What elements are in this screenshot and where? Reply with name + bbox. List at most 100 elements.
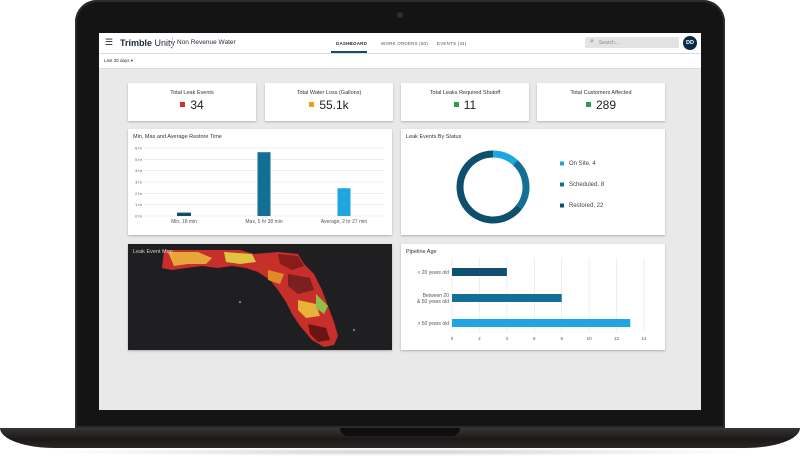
y-tick-label: 1 hr: [135, 202, 143, 207]
module-name: Non Revenue Water: [177, 39, 236, 46]
y-tick-label: Between 20: [423, 293, 450, 299]
x-tick-label: 2: [478, 336, 481, 341]
laptop-base: [0, 428, 800, 448]
status-square-orange: [309, 102, 315, 108]
kpi-title: Total Customers Affected: [570, 90, 632, 96]
laptop-notch: [340, 428, 460, 436]
laptop-shadow: [40, 448, 760, 456]
kpi-card-shutoff[interactable]: Total Leaks Required Shutoff 11: [401, 83, 529, 121]
x-tick-label: 14: [641, 336, 647, 341]
active-tab-indicator: [331, 51, 367, 53]
y-tick-label: 5 hr: [135, 157, 143, 162]
panel-title: Min, Max and Average Restore Time: [133, 134, 222, 140]
kpi-value-row: 289: [537, 98, 665, 112]
donut-slice: [456, 150, 523, 224]
kpi-value: 55.1k: [319, 98, 349, 112]
map-region-central: [288, 274, 314, 294]
x-tick-label: Max, 5 hr 38 min: [245, 219, 282, 225]
kpi-card-customers[interactable]: Total Customers Affected 289: [537, 83, 665, 121]
legend-label: Scheduled, 8: [569, 182, 605, 188]
app-screen: ☰ Trimble Unity Non Revenue Water DASHBO…: [99, 33, 701, 410]
y-tick-label: 3 hr: [135, 180, 143, 185]
map-region-panhandle-west: [168, 252, 212, 266]
bar: [257, 152, 271, 216]
map-region-southwest: [298, 300, 320, 318]
kpi-value: 289: [595, 98, 617, 112]
kpi-title: Total Leaks Required Shutoff: [429, 90, 501, 96]
brand-bold: Trimble: [120, 38, 153, 48]
y-tick-label: 2 hr: [135, 191, 143, 196]
y-tick-label: 6 hr: [135, 146, 143, 151]
map-marker: [352, 328, 356, 332]
legend-swatch: [560, 182, 564, 187]
leak-map-panel[interactable]: Leak Event Map: [128, 244, 392, 350]
date-range-dropdown[interactable]: Last 30 days ▾: [104, 58, 134, 63]
y-tick-label: 4 hr: [135, 168, 143, 173]
kpi-card-water-loss[interactable]: Total Water Loss (Gallons) 55.1k: [265, 83, 393, 121]
map-region-northeast: [278, 254, 304, 270]
status-square-red: [180, 102, 186, 108]
donut-slice: [492, 150, 518, 166]
map-region-south: [308, 324, 330, 342]
tab-events[interactable]: EVENTS (34): [437, 41, 467, 46]
top-bar: ☰ Trimble Unity Non Revenue Water DASHBO…: [99, 33, 701, 54]
status-square-green: [585, 102, 591, 108]
x-tick-label: Average, 2 hr 27 min: [321, 219, 368, 225]
kpi-title: Total Water Loss (Gallons): [296, 90, 362, 96]
pipeline-age-chart: 0 2 4 6 8 10 12 14 < 20 years old Between 20& 50 …: [417, 258, 647, 341]
panel-title: Leak Event Map: [133, 249, 173, 255]
kpi-value: 11: [463, 98, 477, 112]
x-tick-label: Min, 18 min: [171, 219, 197, 225]
kpi-value-row: 11: [401, 98, 529, 112]
brand-logo[interactable]: Trimble Unity: [120, 38, 175, 48]
y-tick-label: 0 hr: [135, 214, 143, 219]
legend-swatch: [560, 161, 564, 166]
pipeline-age-panel: Pipeline Age 0 2 4 6 8 10 12 14 < 20 years old Be…: [401, 244, 665, 350]
camera-dot: [397, 12, 403, 18]
status-square-green: [453, 102, 459, 108]
status-panel: Leak Events By Status On Site, 4 Schedule…: [401, 129, 665, 235]
legend-label: On Site, 4: [569, 161, 596, 167]
search-icon: ⌕: [590, 38, 594, 45]
map-region-panhandle-east: [224, 252, 256, 264]
panel-title: Pipeline Age: [406, 249, 437, 255]
panel-title: Leak Events By Status: [406, 134, 462, 140]
map-marker: [238, 300, 242, 304]
florida-map-graphic: [162, 250, 356, 347]
bar: [337, 188, 351, 216]
tab-work-orders[interactable]: WORK ORDERS (60): [381, 41, 428, 46]
status-donut-chart: On Site, 4 Scheduled, 8 Restored, 22: [456, 150, 605, 224]
y-tick-label: & 50 years old: [417, 299, 449, 305]
brand-light: Unity: [154, 38, 176, 48]
kpi-value-row: 55.1k: [265, 98, 393, 112]
avatar[interactable]: DD: [683, 36, 697, 50]
tab-dashboard[interactable]: DASHBOARD: [336, 41, 368, 46]
legend-swatch: [560, 203, 564, 208]
bar: [452, 268, 507, 276]
restore-time-chart: 0 hr 1 hr 2 hr 3 hr 4 hr 5 hr 6 hr Min, 18 min M…: [135, 146, 384, 225]
kpi-value-row: 34: [128, 98, 256, 112]
filter-bar: Last 30 days ▾: [99, 54, 701, 69]
kpi-card-leak-events[interactable]: Total Leak Events 34: [128, 83, 256, 121]
map-region-florida: [162, 250, 338, 347]
menu-icon[interactable]: ☰: [105, 37, 114, 47]
map-canvas[interactable]: Leak Event Map: [128, 244, 392, 350]
kpi-value: 34: [190, 98, 204, 112]
header-divider: [172, 37, 173, 49]
x-tick-label: 8: [560, 336, 563, 341]
search-placeholder: Search...: [599, 40, 620, 46]
donut-slice: [512, 160, 530, 209]
x-tick-label: 6: [533, 336, 536, 341]
y-tick-label: > 50 years old: [417, 321, 449, 327]
x-tick-label: 4: [506, 336, 509, 341]
x-tick-label: 10: [587, 336, 593, 341]
map-region-east-coast: [316, 294, 328, 314]
search-input[interactable]: ⌕ Search...: [585, 37, 679, 48]
restore-time-panel: Min, Max and Average Restore Time 0 hr 1 …: [128, 129, 392, 235]
x-tick-label: 0: [451, 336, 454, 341]
bar: [452, 319, 631, 327]
map-region-west-central: [268, 270, 284, 284]
y-tick-label: < 20 years old: [417, 270, 449, 276]
bar: [452, 294, 562, 302]
bar: [177, 212, 191, 216]
